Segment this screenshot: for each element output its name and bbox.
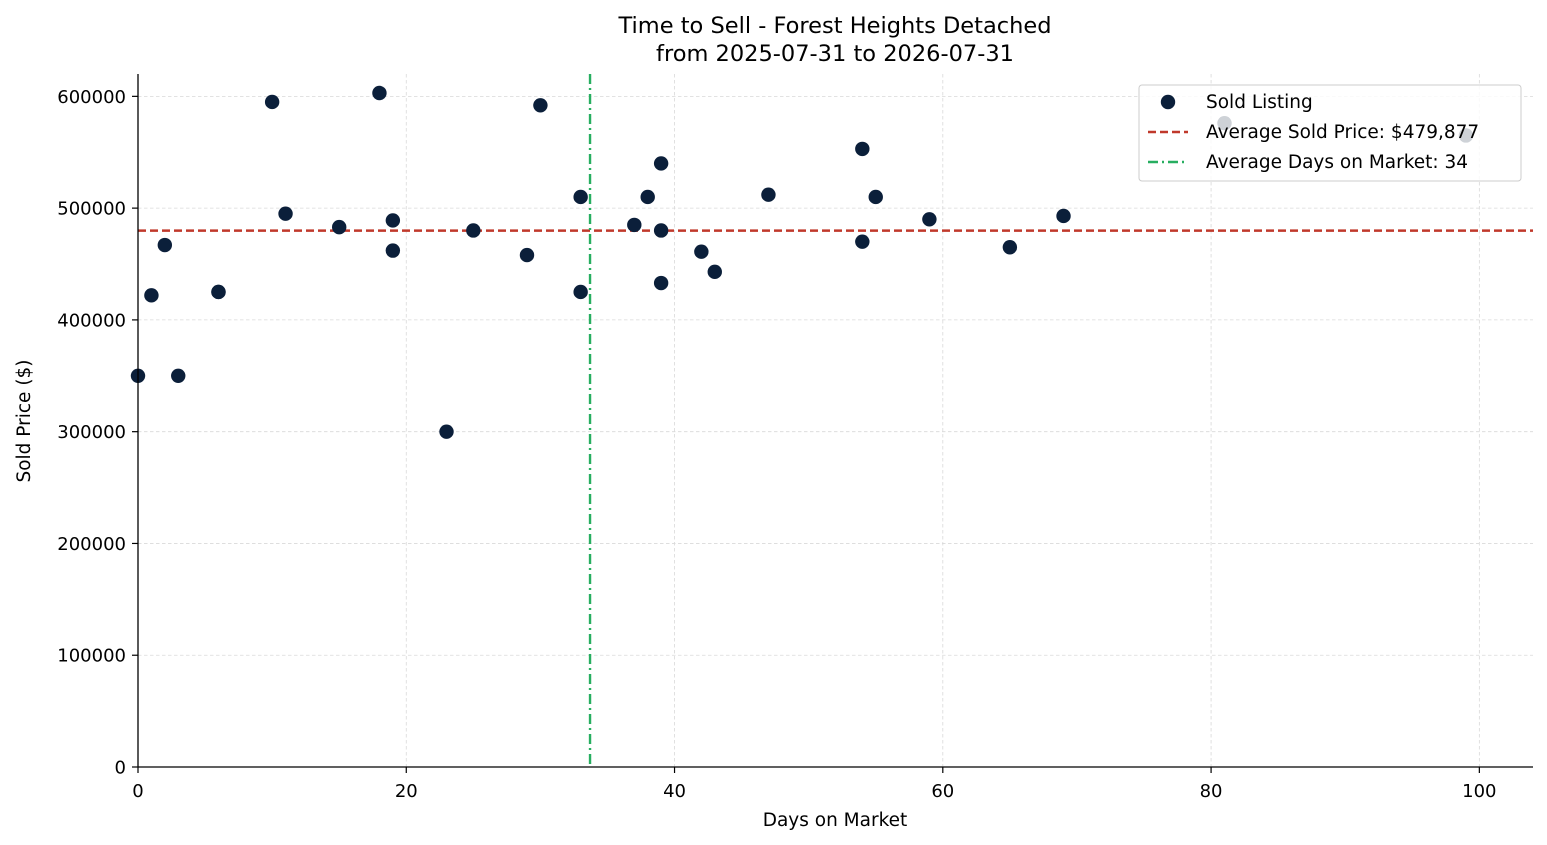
legend-label-avg-price: Average Sold Price: $479,877: [1206, 122, 1479, 143]
data-point: [519, 247, 535, 263]
data-point: [264, 94, 280, 110]
data-point: [533, 98, 548, 113]
data-point: [332, 219, 347, 235]
data-point: [211, 284, 226, 300]
data-point: [855, 234, 870, 249]
y-axis-ticks: 0 100000 200000 300000 400000 500000 600000: [57, 87, 138, 779]
data-point: [761, 187, 776, 202]
legend-box: [1138, 84, 1522, 182]
data-point: [573, 189, 588, 205]
data-point: [372, 85, 387, 101]
data-point: [439, 424, 454, 439]
x-axis-label: Days on Market: [763, 810, 908, 831]
x-tick-label: 100: [1462, 781, 1496, 802]
data-point: [1056, 208, 1071, 224]
y-tick-label: 400000: [57, 310, 126, 331]
x-tick-label: 20: [395, 781, 418, 802]
data-point: [144, 288, 159, 303]
data-point: [694, 244, 709, 259]
data-point: [573, 284, 588, 300]
chart-title-line1: Time to Sell - Forest Heights Detached: [618, 13, 1052, 39]
data-point: [653, 223, 669, 238]
y-tick-label: 300000: [57, 422, 126, 443]
x-axis-ticks: 0 20 40 60 80 100: [132, 767, 1497, 802]
data-point: [653, 156, 669, 171]
data-point: [640, 189, 655, 205]
x-tick-label: 0: [132, 781, 143, 802]
data-point: [466, 223, 481, 238]
data-point: [385, 213, 401, 228]
reference-lines: [138, 74, 1533, 767]
legend: Sold Listing Average Sold Price: $479,87…: [1138, 84, 1522, 182]
data-point: [922, 212, 937, 227]
x-tick-label: 80: [1200, 781, 1223, 802]
x-tick-label: 40: [663, 781, 686, 802]
data-point: [278, 206, 293, 221]
data-point: [157, 237, 173, 253]
data-point: [707, 264, 722, 280]
legend-marker-sold-listing: [1160, 94, 1176, 110]
grid: [138, 74, 1533, 767]
y-tick-label: 0: [115, 758, 126, 779]
data-point: [627, 217, 642, 233]
legend-label-sold-listing: Sold Listing: [1206, 92, 1313, 113]
axes: [137, 74, 1533, 768]
chart-title: Time to Sell - Forest Heights Detached f…: [618, 13, 1052, 67]
data-point: [1002, 240, 1018, 255]
y-tick-label: 200000: [57, 534, 126, 555]
data-point: [653, 275, 669, 291]
data-point: [855, 141, 870, 157]
y-tick-label: 100000: [57, 646, 126, 667]
chart-title-line2: from 2025-07-31 to 2026-07-31: [656, 41, 1014, 67]
data-point: [385, 243, 401, 258]
data-point: [868, 189, 883, 205]
y-axis-label: Sold Price ($): [14, 359, 35, 482]
data-point: [171, 368, 186, 383]
y-tick-label: 500000: [57, 199, 126, 220]
x-tick-label: 60: [931, 781, 954, 802]
y-tick-label: 600000: [57, 87, 126, 108]
legend-label-avg-days: Average Days on Market: 34: [1206, 152, 1468, 173]
